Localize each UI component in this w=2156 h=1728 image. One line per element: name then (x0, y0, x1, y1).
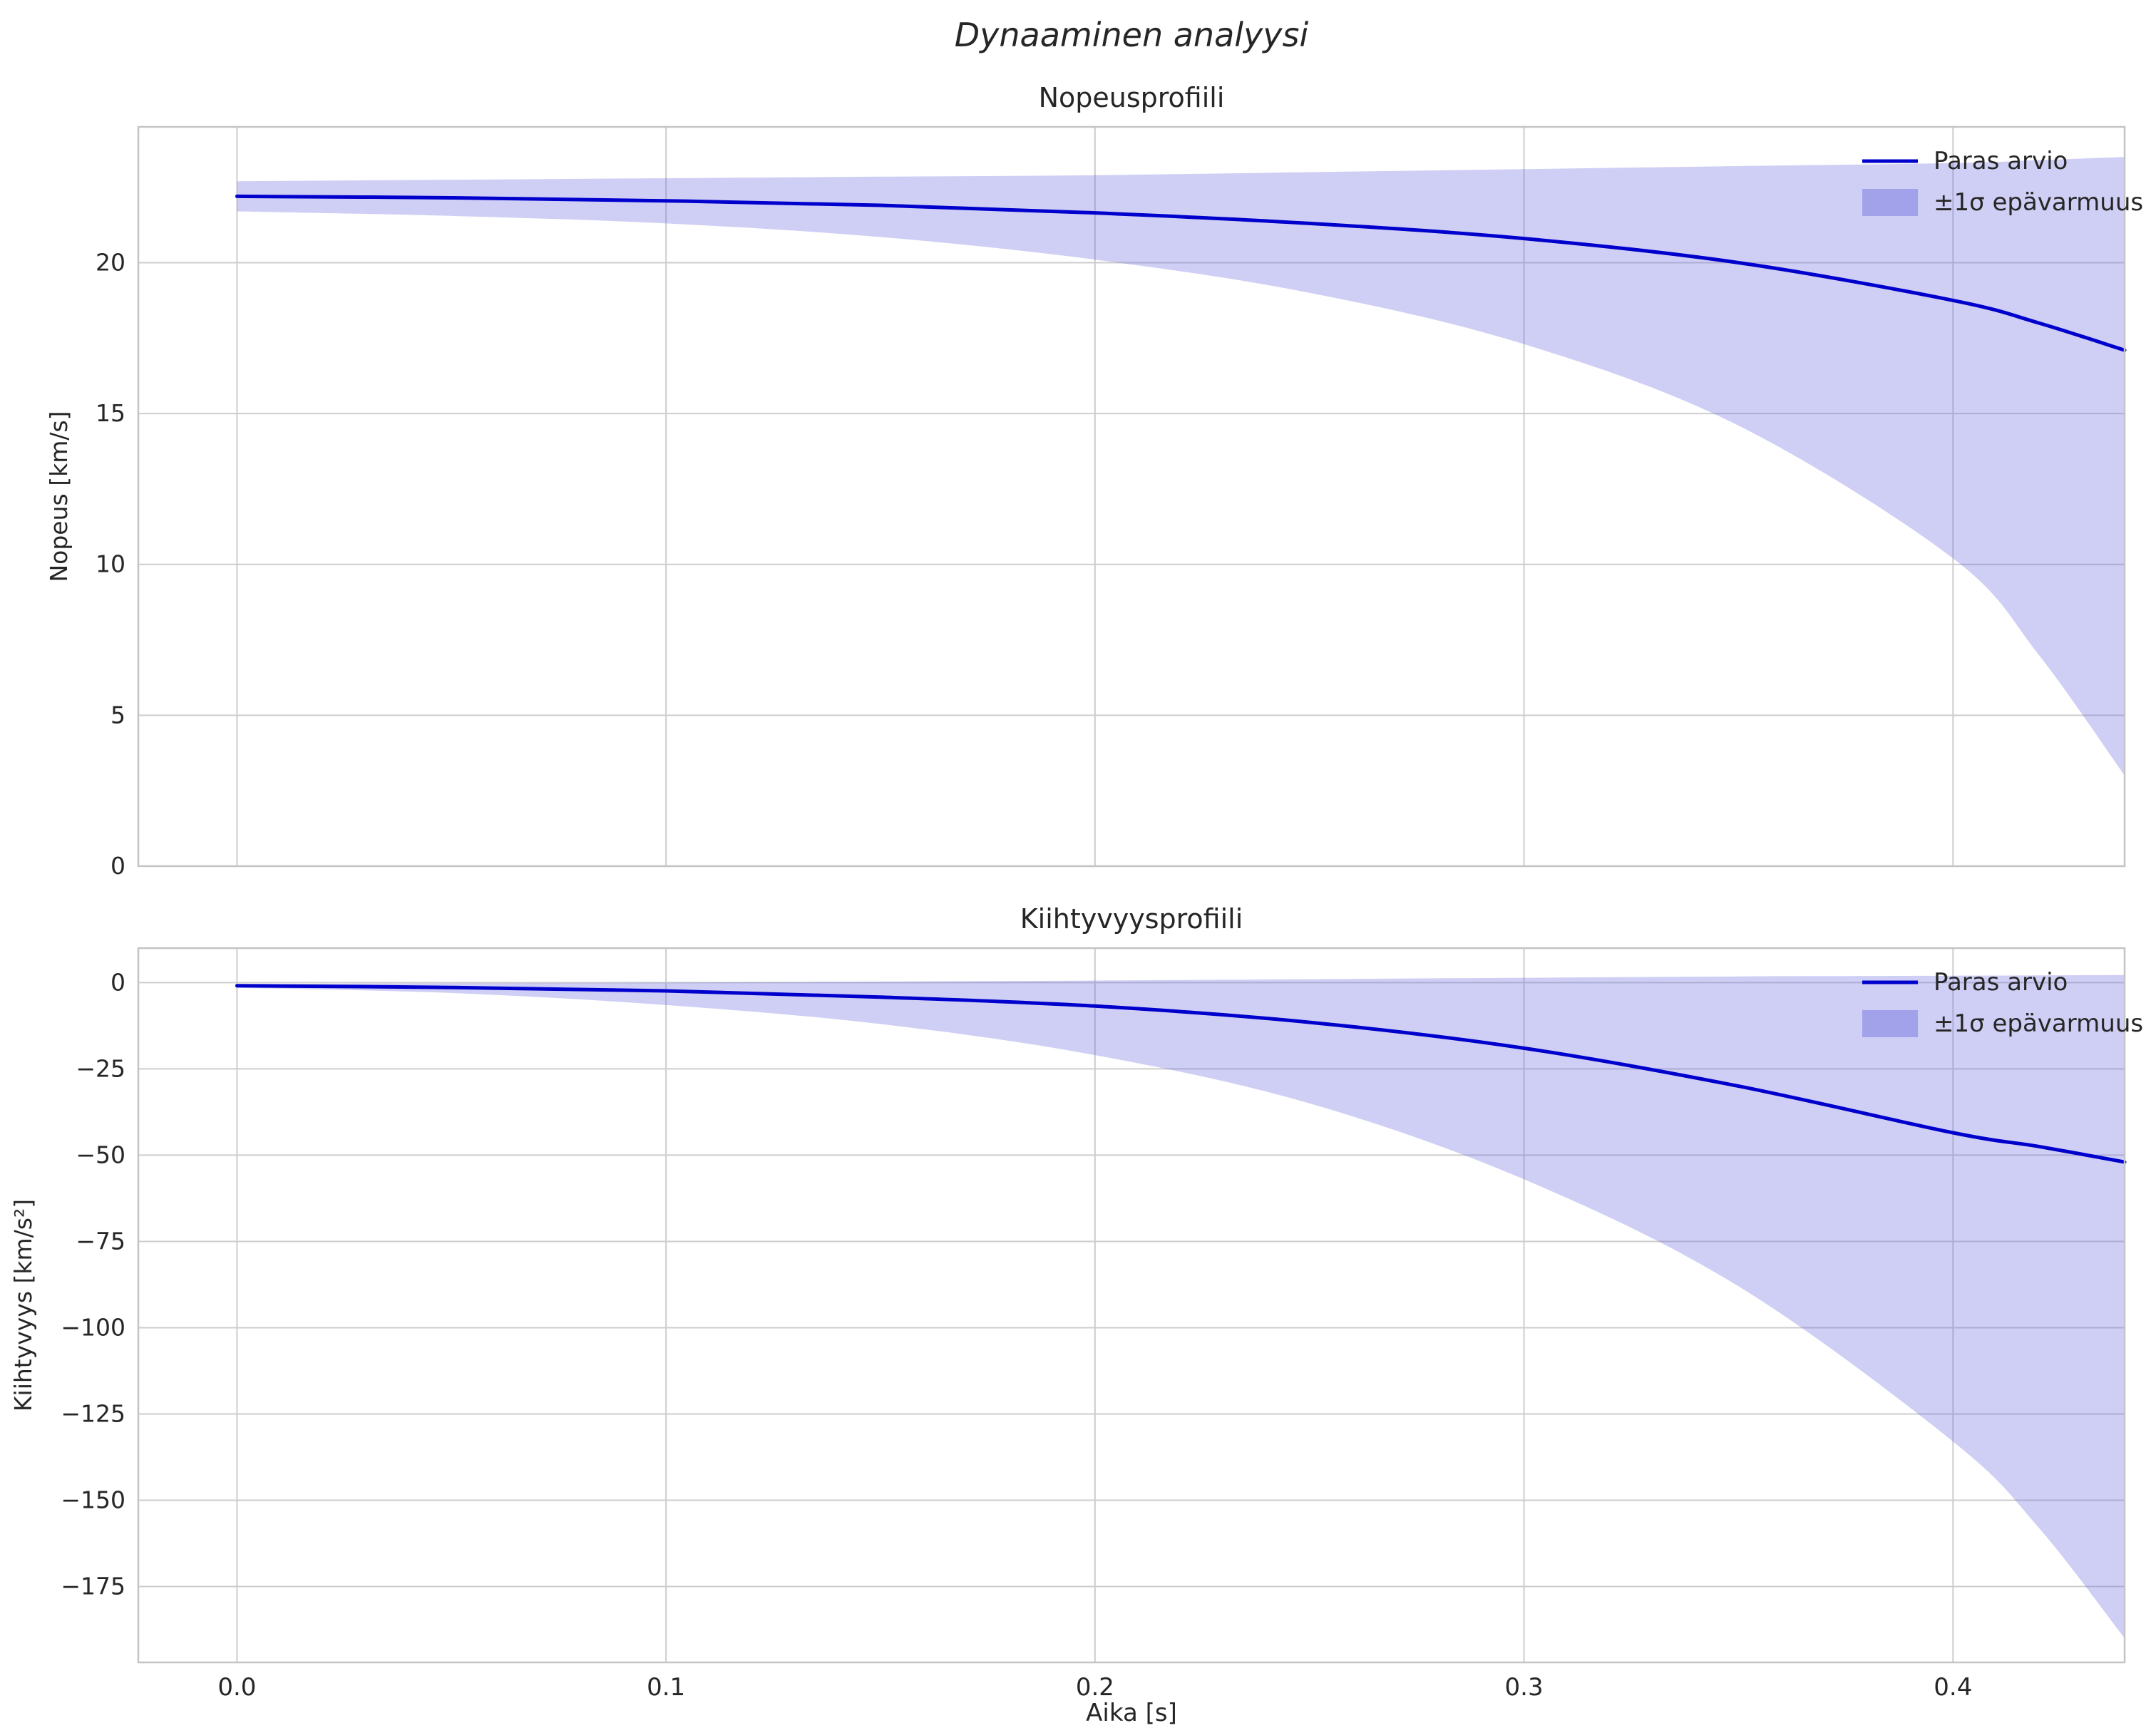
legend: Paras arvio ±1σ epävarmuus (1862, 968, 2143, 1038)
legend-label-line: Paras arvio (1934, 968, 2068, 997)
x-tick-label: 0.2 (1076, 1673, 1114, 1702)
best-estimate-line (235, 984, 2127, 1164)
best-estimate-line (235, 194, 2127, 352)
legend-band-sample (1862, 189, 1918, 216)
axes-border (137, 947, 2126, 1664)
x-tick-labels: 0.0 0.1 0.2 0.3 0.4 (217, 1673, 1972, 1702)
legend-label-band: ±1σ epävarmuus (1934, 188, 2143, 217)
figure-title: Dynaaminen analyysi (954, 16, 1309, 54)
subplot-1: 0 5 10 15 20 Nopeusprofiili Nopeus [km/s] Paras… (45, 82, 2143, 880)
y-tick-label: −175 (61, 1573, 125, 1600)
y-tick-label: −150 (61, 1486, 125, 1513)
x-tick-label: 0.1 (647, 1673, 685, 1702)
grid (138, 948, 2125, 1662)
legend-band-sample (1862, 1010, 1918, 1037)
x-axis-label: Aika [s] (1086, 1699, 1177, 1727)
y-tick-label: 0 (111, 852, 125, 880)
y-tick-label: −100 (61, 1313, 125, 1341)
x-tick-label: 0.3 (1505, 1673, 1544, 1702)
y-tick-label: 15 (96, 399, 125, 427)
y-tick-label: 20 (96, 248, 125, 276)
subplot-title: Kiihtyvyysprofiili (1020, 903, 1243, 935)
x-tick-label: 0.0 (217, 1673, 256, 1702)
axes-border (137, 125, 2126, 868)
y-tick-labels: 0 5 10 15 20 (96, 248, 125, 880)
y-tick-label: −25 (76, 1054, 125, 1082)
y-axis-label: Nopeus [km/s] (45, 411, 73, 582)
y-tick-labels: 0 −25 −50 −75 −100 −125 −150 −175 (61, 968, 125, 1600)
y-tick-label: 0 (111, 968, 125, 996)
y-tick-label: 5 (111, 701, 125, 729)
legend-label-band: ±1σ epävarmuus (1934, 1009, 2143, 1038)
y-axis-label: Kiihtyvyys [km/s²] (9, 1199, 37, 1411)
subplot-title: Nopeusprofiili (1039, 82, 1225, 113)
y-tick-label: 10 (96, 550, 125, 578)
uncertainty-band (237, 974, 2125, 1639)
y-tick-label: −125 (61, 1399, 125, 1427)
legend: Paras arvio ±1σ epävarmuus (1862, 147, 2143, 217)
legend-label-line: Paras arvio (1934, 147, 2068, 175)
y-tick-label: −50 (76, 1141, 125, 1168)
x-tick-label: 0.4 (1934, 1673, 1972, 1702)
y-tick-label: −75 (76, 1227, 125, 1255)
uncertainty-band (237, 157, 2125, 776)
